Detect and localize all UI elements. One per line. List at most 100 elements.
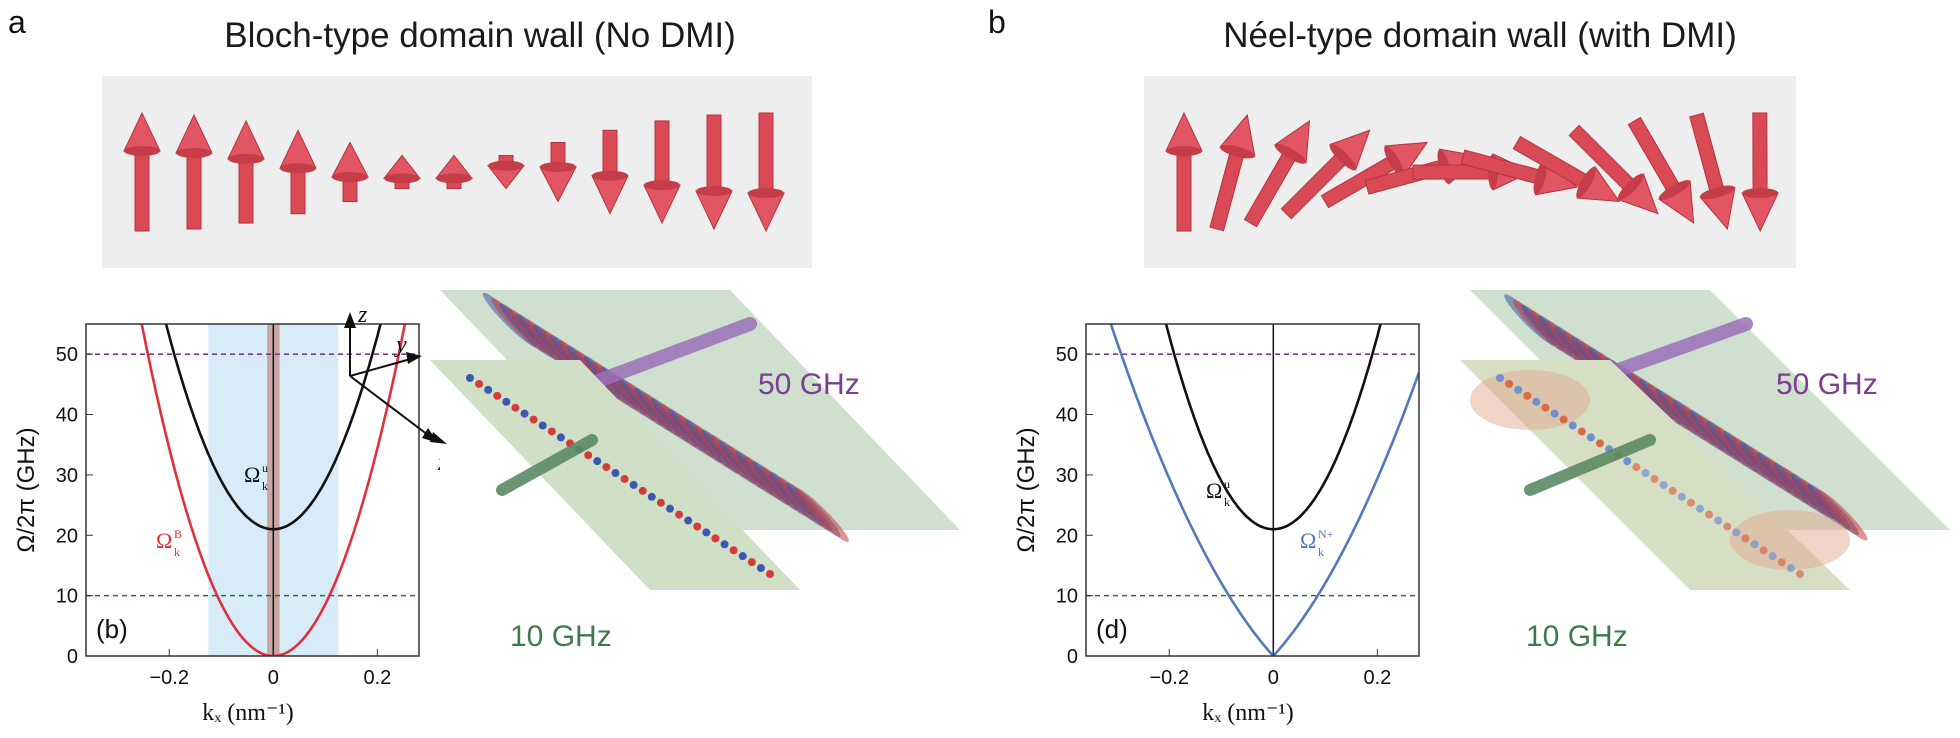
dispersion-lower xyxy=(140,324,407,656)
arrow-head xyxy=(175,113,213,154)
wave-dot xyxy=(1523,391,1532,400)
wave-dot xyxy=(711,534,720,543)
arrow-shaft xyxy=(654,120,670,186)
wave-fringe xyxy=(794,487,849,542)
curve-label-sup: N+ xyxy=(1318,527,1334,541)
wave-dot xyxy=(484,385,493,394)
plot-frame xyxy=(85,323,420,657)
wave-dot xyxy=(502,397,511,406)
dispersion-plot-neel: −0.2 0 0.2 0 10 20 30 40 50 (d) kₓ (nm⁻¹) Ω/2π (… xyxy=(1013,323,1420,726)
arrow-head xyxy=(331,141,369,178)
arrow-head-base xyxy=(1742,187,1779,199)
arrow-head-base xyxy=(540,161,576,172)
x-tick-label: 0 xyxy=(1268,667,1279,689)
spin-arrow-strip xyxy=(102,76,812,268)
panel-sublabel: (d) xyxy=(1096,614,1128,644)
arrow-head-base xyxy=(592,170,628,181)
x-tick-label: 0.2 xyxy=(1363,667,1391,689)
spin-arrow xyxy=(747,112,785,233)
curve-label-main: Ω xyxy=(1300,528,1316,553)
y-tick-label: 50 xyxy=(1056,344,1078,366)
wave-dot xyxy=(1559,415,1568,424)
arrow-head-base xyxy=(1166,146,1202,156)
arrow-head-base xyxy=(1329,143,1357,171)
curve-label-sub: k xyxy=(262,479,268,493)
wave-dot xyxy=(1732,528,1741,537)
spin-arrow xyxy=(591,129,629,215)
wave-dot xyxy=(702,528,711,537)
y-axis-label: Ω/2π (GHz) xyxy=(1013,427,1040,552)
arrow-shaft xyxy=(706,114,722,192)
dispersion-upper xyxy=(1164,324,1382,531)
x-axis-label: kₓ (nm⁻¹) xyxy=(1202,700,1293,726)
x-tick-label: 0 xyxy=(268,667,279,689)
cut-line-10 xyxy=(1524,434,1656,496)
spin-arrow xyxy=(1280,129,1371,220)
y-axis-label: Ω/2π (GHz) xyxy=(13,427,40,552)
spin-arrow xyxy=(123,111,161,232)
z-arrowhead xyxy=(344,312,356,328)
wave-dot xyxy=(1514,385,1523,394)
arrow-head-base xyxy=(488,160,524,171)
wave-dot xyxy=(1759,546,1768,555)
panel-a: a Bloch-type domain wall (No DMI) −0.2 0 0… xyxy=(8,4,960,726)
wave-dot xyxy=(729,546,738,555)
wave-dot xyxy=(1696,504,1704,513)
curve-label-main: Ω xyxy=(244,462,260,487)
wave-dot xyxy=(511,403,520,412)
wave-dot xyxy=(520,409,529,418)
arrow-head-base xyxy=(1384,145,1405,178)
wave-dot xyxy=(638,486,647,495)
y-tick-label: 30 xyxy=(1056,465,1078,487)
wave-dot xyxy=(693,522,702,531)
y-tick-label: 10 xyxy=(56,586,78,608)
wave-dot xyxy=(738,552,747,561)
panel-title: Bloch-type domain wall (No DMI) xyxy=(224,16,736,55)
map-label-50-bloch: 50 GHz xyxy=(758,368,860,401)
arrow-head-base xyxy=(1533,159,1547,195)
wave-dot xyxy=(629,480,638,489)
wave-dot xyxy=(1650,474,1659,483)
x-axis-label: kₓ (nm⁻¹) xyxy=(202,700,293,726)
map-label-10-neel: 10 GHz xyxy=(1526,620,1628,653)
arrow-head-base xyxy=(748,188,784,198)
y-tick-label: 50 xyxy=(56,344,78,366)
wave-dot xyxy=(766,570,774,578)
spin-arrow xyxy=(1568,124,1659,215)
wave-dot xyxy=(720,540,729,549)
arrow-head-base xyxy=(384,173,420,184)
map-label-50-neel: 50 GHz xyxy=(1776,368,1878,401)
spin-arrow xyxy=(227,119,265,224)
wave-dot xyxy=(1568,421,1577,430)
cut-line-10 xyxy=(496,434,598,496)
wave-dot xyxy=(593,457,602,466)
arrow-head xyxy=(1165,111,1203,152)
wave-dot xyxy=(666,504,674,513)
y-arrowhead xyxy=(406,352,422,364)
spin-wave-maps-bloch xyxy=(430,290,960,590)
y-axis xyxy=(349,357,415,377)
arrow-head-base xyxy=(696,185,732,196)
curve-label-sub: k xyxy=(174,545,180,559)
wave-dot xyxy=(1768,552,1777,561)
spin-arrow xyxy=(1460,149,1579,196)
arrow-shaft xyxy=(1689,112,1725,195)
panel-letter: a xyxy=(8,4,26,40)
arrow-shaft xyxy=(758,112,774,194)
wave-dot xyxy=(1505,379,1514,388)
spin-arrow xyxy=(331,141,369,203)
wave-dot xyxy=(1723,522,1732,531)
wave-dot xyxy=(1741,534,1750,543)
wave-dot xyxy=(1777,558,1786,567)
y-tick-label: 0 xyxy=(1067,646,1078,668)
wave-dot xyxy=(466,374,474,382)
wave-dot xyxy=(1714,516,1723,525)
arrow-head xyxy=(227,119,265,160)
arrow-head-base xyxy=(1658,180,1691,201)
wave-dot xyxy=(475,379,484,388)
y-tick-label: 30 xyxy=(56,465,78,487)
wave-dot xyxy=(1541,403,1550,412)
wave-dot xyxy=(1550,409,1559,418)
spin-arrow xyxy=(1243,119,1311,228)
wave-dot xyxy=(602,463,611,472)
